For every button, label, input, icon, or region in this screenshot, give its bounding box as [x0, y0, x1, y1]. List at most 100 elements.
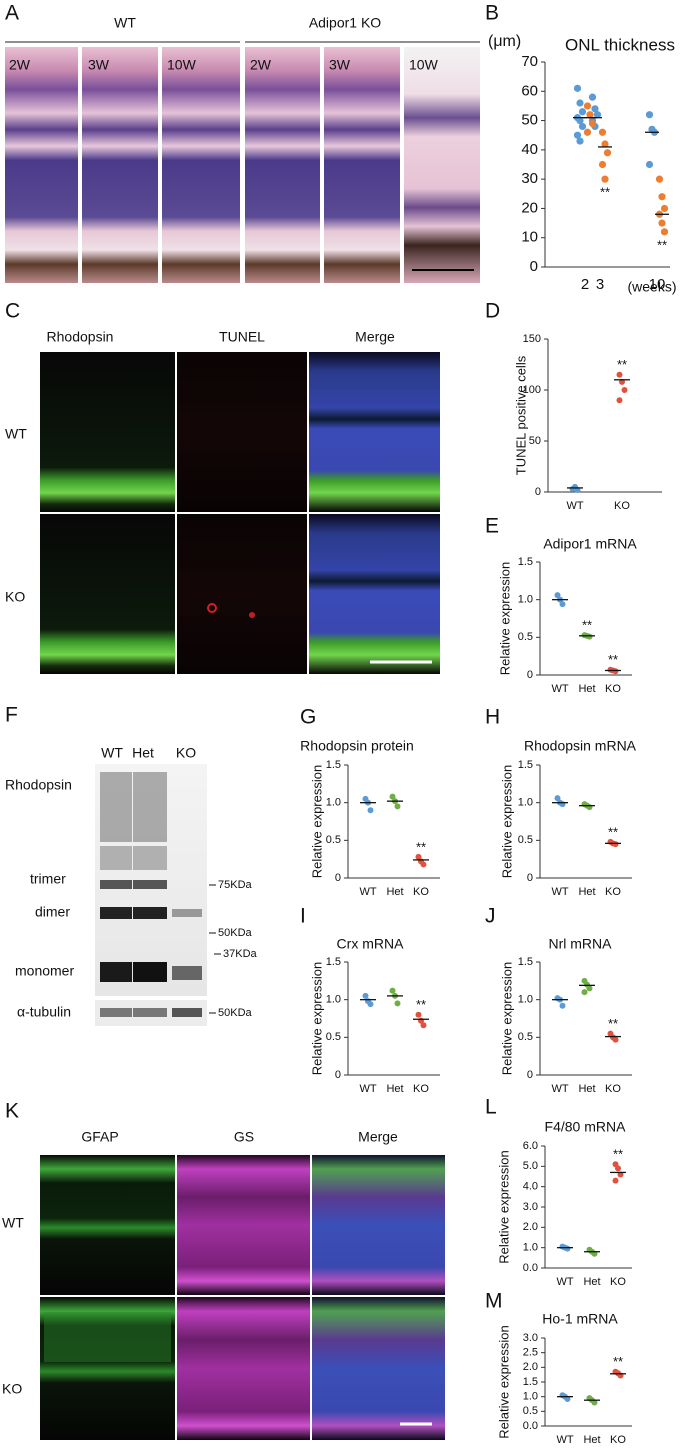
data-point [612, 1177, 619, 1184]
y-tick-label: 20 [521, 199, 538, 216]
chart-title: Ho-1 mRNA [542, 1311, 618, 1327]
micrograph [5, 47, 78, 283]
x-tick-label: WT [359, 1083, 376, 1095]
data-point [581, 989, 588, 996]
x-tick-label: Het [583, 1434, 600, 1446]
data-point [573, 84, 582, 92]
data-point [564, 1245, 571, 1252]
significance: ** [608, 652, 618, 667]
y-tick-label: 0.0 [523, 1420, 538, 1432]
age-label: 2W [250, 57, 272, 73]
data-point [420, 861, 427, 868]
data-point [559, 1002, 566, 1009]
x-tick-label: Het [578, 683, 595, 695]
axis-label: Relative expression [499, 765, 514, 878]
y-tick-label: 1.0 [523, 1242, 538, 1254]
column-label: GFAP [81, 1129, 118, 1145]
data-point [576, 116, 584, 125]
y-tick-label: 1.0 [518, 594, 533, 606]
data-point [591, 1399, 598, 1406]
lane-label: KO [176, 745, 196, 761]
band [100, 846, 132, 870]
significance: ** [582, 618, 592, 633]
x-tick-label: Het [583, 1276, 600, 1288]
panel-letter: A [5, 2, 19, 25]
data-point [586, 111, 594, 119]
age-label: 3W [329, 57, 351, 73]
data-point [603, 149, 612, 157]
micrograph [162, 47, 240, 283]
y-tick-label: 1.0 [518, 994, 533, 1006]
data-point [554, 795, 561, 802]
axis-label: Relative expression [496, 1325, 511, 1438]
data-point [645, 160, 654, 169]
data-point [394, 803, 401, 810]
data-point [655, 175, 664, 183]
tunel-signal [249, 612, 255, 618]
age-label: 2W [9, 57, 31, 73]
marker-label: 50KDa [218, 927, 253, 939]
data-point [601, 175, 609, 183]
x-tick-label: KO [610, 1434, 626, 1446]
chart-title: F4/80 mRNA [545, 1119, 627, 1135]
y-tick-label: 1.0 [326, 797, 341, 809]
x-tick-label: KO [413, 886, 429, 898]
x-tick-label: 3 [596, 276, 604, 293]
marker-label: 75KDa [218, 879, 253, 891]
y-tick-label: 2.0 [523, 1221, 538, 1233]
data-point [420, 1022, 427, 1029]
micrograph [177, 1155, 310, 1295]
fluorescence-images [40, 352, 440, 674]
y-tick-label: 70 [521, 53, 538, 70]
data-point [576, 99, 584, 107]
y-tick-label: 6.0 [523, 1140, 538, 1152]
micrograph [324, 47, 400, 283]
data-point [591, 105, 599, 113]
fluorescence-images [40, 1155, 445, 1440]
data-point [612, 841, 619, 848]
panel-letter: H [485, 706, 500, 729]
data-point [573, 131, 582, 139]
chart-title: Nrl mRNA [549, 936, 613, 952]
data-point [415, 1011, 422, 1018]
data-point [586, 985, 593, 992]
row-label: KO [5, 589, 25, 605]
column-label: Rhodopsin [47, 329, 114, 345]
band-label: Rhodopsin [5, 777, 72, 793]
data-point [621, 387, 628, 393]
y-tick-label: 0.0 [523, 1262, 538, 1274]
significance: ** [657, 237, 667, 252]
y-tick-label: 1.5 [518, 759, 533, 771]
x-tick-label: Het [578, 1083, 595, 1095]
micrograph [40, 1297, 175, 1440]
band [133, 907, 167, 919]
micrograph [40, 352, 175, 512]
band [100, 1008, 132, 1017]
x-tick-label: WT [359, 886, 376, 898]
significance: ** [608, 1016, 618, 1031]
data-point [616, 397, 623, 404]
band [133, 1008, 167, 1017]
micrograph [82, 47, 158, 283]
y-tick-label: 4.0 [523, 1181, 538, 1193]
data-point [578, 122, 587, 131]
y-tick-label: 3.0 [523, 1201, 538, 1213]
data-point [612, 1036, 619, 1043]
axis-label: Relative expression [496, 1150, 511, 1263]
band [100, 962, 132, 982]
y-tick-label: 30 [521, 170, 538, 187]
data-point [658, 193, 666, 201]
x-tick-label: Het [578, 886, 595, 898]
micrograph [177, 352, 307, 512]
band [133, 962, 167, 982]
y-tick-label: 60 [521, 82, 538, 99]
x-tick-label: KO [614, 500, 630, 512]
y-tick-label: 3.0 [523, 1332, 538, 1344]
x-tick-label: 10 [649, 276, 666, 293]
panel-letter: G [300, 706, 316, 729]
data-point [367, 1001, 374, 1008]
significance: ** [600, 185, 610, 200]
band [172, 909, 202, 917]
y-tick-label: 0.5 [518, 1031, 533, 1043]
band-label: dimer [35, 904, 70, 920]
